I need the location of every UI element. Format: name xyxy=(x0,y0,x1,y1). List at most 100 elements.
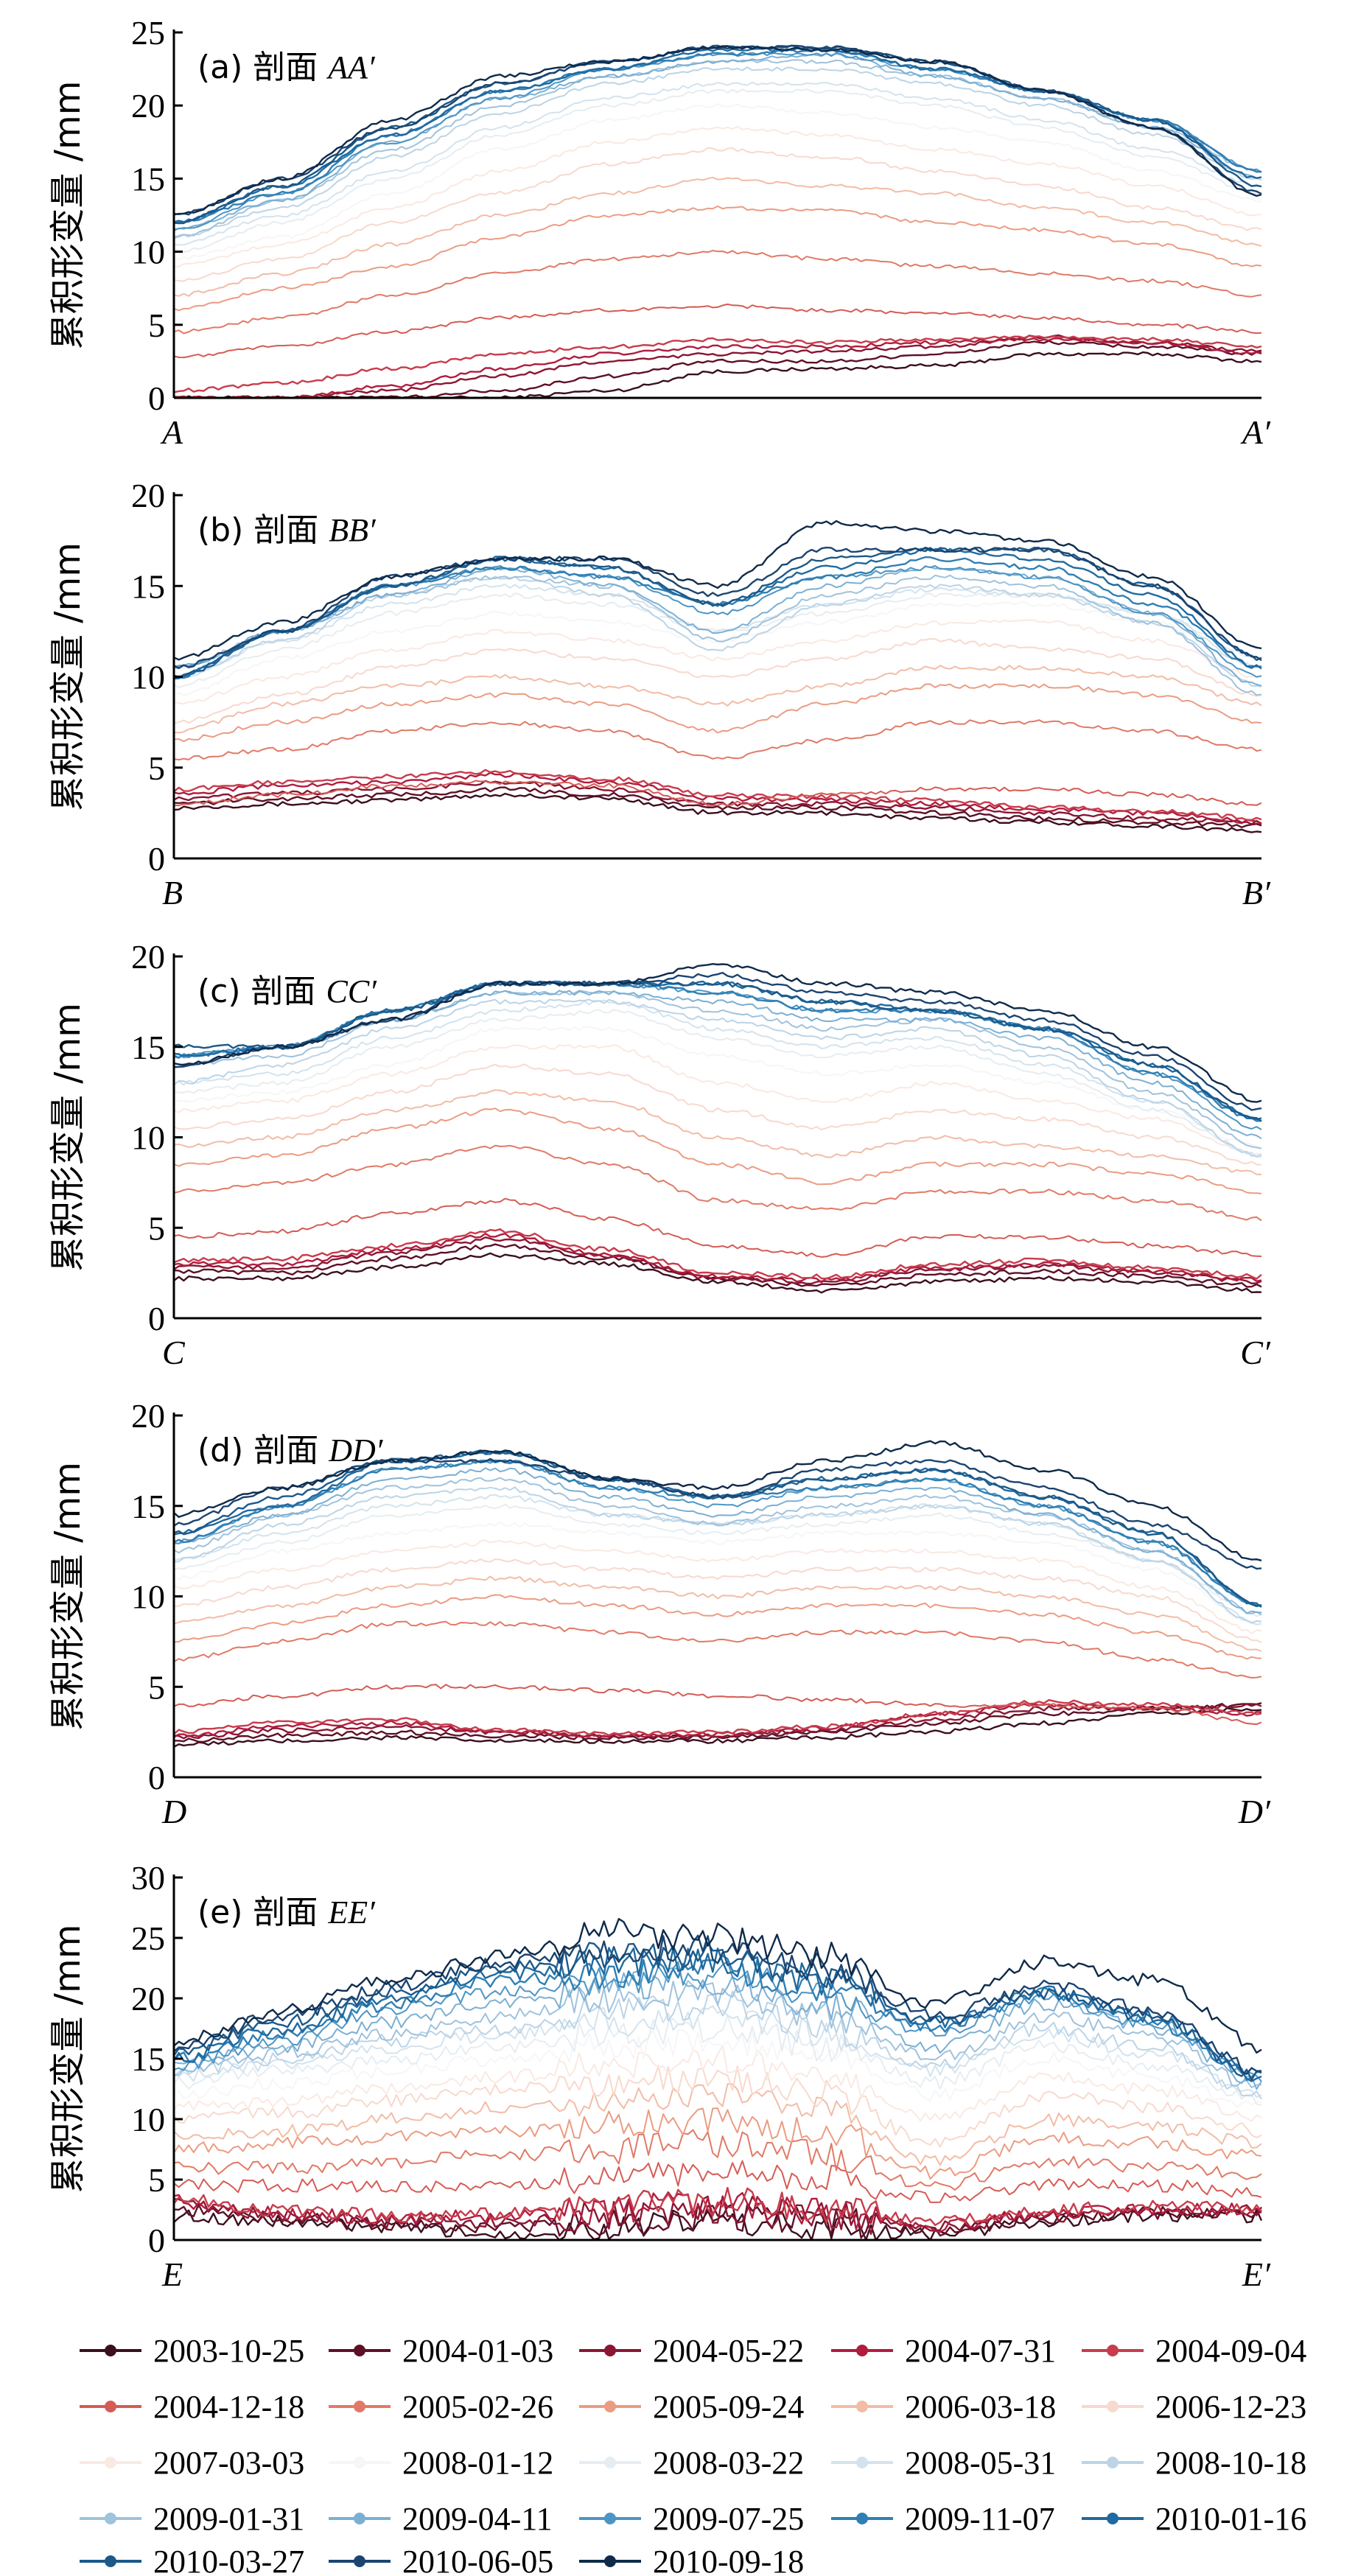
series-line-2009-01-31 xyxy=(173,1980,1262,2088)
y-tick-label: 15 xyxy=(131,1029,165,1066)
legend-marker xyxy=(604,2457,616,2468)
y-tick-label: 15 xyxy=(131,160,165,197)
series-line-2004-05-22 xyxy=(173,1703,1262,1740)
series-line-2008-01-12 xyxy=(173,1521,1262,1625)
y-tick-label: 10 xyxy=(131,2101,165,2138)
legend-marker xyxy=(856,2401,868,2412)
y-tick-label: 15 xyxy=(131,1488,165,1525)
series-line-2005-02-26 xyxy=(173,1620,1262,1679)
legend-item-2009-11-07: 2009-11-07 xyxy=(831,2501,1055,2537)
legend-label: 2010-01-16 xyxy=(1155,2501,1306,2537)
y-tick-label: 25 xyxy=(131,14,165,52)
y-tick-label: 20 xyxy=(131,938,165,976)
legend-label: 2009-07-25 xyxy=(653,2501,804,2537)
legend-item-2008-10-18: 2008-10-18 xyxy=(1082,2445,1306,2481)
series-line-2008-01-12 xyxy=(173,1026,1262,1149)
series-line-2008-03-22 xyxy=(173,1503,1262,1617)
chart-panel-c: 0 5 10 15 20 累积形变量 /mm (c) 剖面 CC′ C C′ xyxy=(47,938,1271,1371)
legend-item-2009-07-25: 2009-07-25 xyxy=(579,2501,804,2537)
legend-item-2010-06-05: 2010-06-05 xyxy=(329,2544,553,2576)
chart-panel-e: 0 5 10 15 20 25 30 累积形变量 /mm (e) 剖面 EE′ E E′ xyxy=(47,1859,1271,2293)
series-line-2007-03-03 xyxy=(173,1044,1262,1158)
y-tick-label: 15 xyxy=(131,567,165,605)
legend-marker xyxy=(856,2345,868,2356)
series-line-2009-04-11 xyxy=(173,990,1262,1140)
y-tick-label: 5 xyxy=(148,1209,165,1247)
series-line-2004-12-18 xyxy=(173,780,1262,807)
y-tick-label: 0 xyxy=(148,840,165,878)
y-tick-label: 0 xyxy=(148,379,165,417)
series-line-2010-09-18 xyxy=(173,962,1262,1103)
legend-item-2009-01-31: 2009-01-31 xyxy=(80,2501,304,2537)
series-line-2005-02-26 xyxy=(173,1144,1262,1222)
legend-marker xyxy=(354,2345,365,2356)
y-axis-label: 累积形变量 /mm xyxy=(47,1925,88,2194)
y-tick-label: 0 xyxy=(148,1300,165,1337)
legend-marker xyxy=(354,2457,365,2468)
series-line-2007-03-03 xyxy=(173,1539,1262,1634)
series-line-2003-10-25 xyxy=(173,1252,1262,1294)
legend-label: 2010-06-05 xyxy=(402,2544,553,2576)
legend-label: 2006-12-23 xyxy=(1155,2389,1306,2425)
y-tick-label: 20 xyxy=(131,87,165,125)
series-line-2004-09-04 xyxy=(173,335,1262,393)
series-line-2010-03-27 xyxy=(173,1942,1262,2081)
legend-item-2005-02-26: 2005-02-26 xyxy=(329,2389,553,2425)
series-line-2005-02-26 xyxy=(173,250,1262,335)
series-line-2008-03-22 xyxy=(173,1009,1262,1158)
legend-marker xyxy=(105,2345,116,2356)
series-line-2005-02-26 xyxy=(173,719,1262,761)
legend-item-2010-09-18: 2010-09-18 xyxy=(579,2544,804,2576)
y-tick-label: 0 xyxy=(148,1759,165,1796)
y-tick-label: 0 xyxy=(148,2222,165,2259)
series-line-2004-12-18 xyxy=(173,2160,1262,2203)
legend-marker xyxy=(105,2513,116,2524)
legend-label: 2009-11-07 xyxy=(905,2501,1055,2537)
series-line-2006-12-23 xyxy=(173,2065,1262,2148)
legend-label: 2008-10-18 xyxy=(1155,2445,1306,2481)
legend-label: 2005-02-26 xyxy=(402,2389,553,2425)
legend-label: 2004-07-31 xyxy=(905,2333,1056,2369)
x-start-label: A xyxy=(160,413,183,451)
legend: 2003-10-25 2004-01-03 2004-05-22 2004-07-31… xyxy=(80,2333,1306,2576)
chart-panels: 0 5 10 15 20 25 累积形变量 /mm (a) 剖面 AA′ A A′ 0 5 10 15 20… xyxy=(47,14,1271,2293)
y-axis-label: 累积形变量 /mm xyxy=(47,1003,88,1272)
x-end-label: C′ xyxy=(1240,1334,1271,1371)
panel-title: (c) 剖面 CC′ xyxy=(197,973,377,1010)
legend-item-2004-07-31: 2004-07-31 xyxy=(831,2333,1056,2369)
legend-item-2008-01-12: 2008-01-12 xyxy=(329,2445,553,2481)
series-line-2004-09-04 xyxy=(173,2186,1262,2227)
legend-marker xyxy=(856,2457,868,2468)
series-line-2009-04-11 xyxy=(173,1467,1262,1614)
legend-marker xyxy=(354,2555,365,2567)
y-tick-label: 10 xyxy=(131,1119,165,1157)
series-line-2007-03-03 xyxy=(173,2045,1262,2122)
series-line-2010-06-05 xyxy=(173,44,1262,216)
panel-title: (b) 剖面 BB′ xyxy=(197,511,377,549)
series-line-2010-06-05 xyxy=(173,546,1262,669)
legend-label: 2004-05-22 xyxy=(653,2333,804,2369)
y-tick-label: 20 xyxy=(131,477,165,514)
legend-item-2008-05-31: 2008-05-31 xyxy=(831,2445,1056,2481)
y-tick-label: 20 xyxy=(131,1397,165,1435)
legend-label: 2009-01-31 xyxy=(153,2501,304,2537)
legend-item-2006-12-23: 2006-12-23 xyxy=(1082,2389,1306,2425)
y-tick-label: 5 xyxy=(148,307,165,344)
legend-item-2006-03-18: 2006-03-18 xyxy=(831,2389,1056,2425)
series-line-2004-05-22 xyxy=(173,1236,1262,1285)
series-line-2008-03-22 xyxy=(173,88,1262,253)
series-line-2006-03-18 xyxy=(173,176,1262,297)
series-line-2005-02-26 xyxy=(173,2129,1262,2191)
series-line-2006-12-23 xyxy=(173,147,1262,282)
series-line-2004-12-18 xyxy=(173,303,1262,359)
series-lines xyxy=(172,1917,1263,2241)
series-line-2010-03-27 xyxy=(173,980,1262,1122)
legend-label: 2004-12-18 xyxy=(153,2389,304,2425)
series-line-2008-10-18 xyxy=(173,575,1262,687)
legend-marker xyxy=(105,2401,116,2412)
series-line-2010-09-18 xyxy=(173,1440,1262,1561)
legend-marker xyxy=(1107,2457,1119,2468)
legend-label: 2004-01-03 xyxy=(402,2333,553,2369)
legend-marker xyxy=(105,2555,116,2567)
series-line-2008-05-31 xyxy=(173,2005,1262,2098)
